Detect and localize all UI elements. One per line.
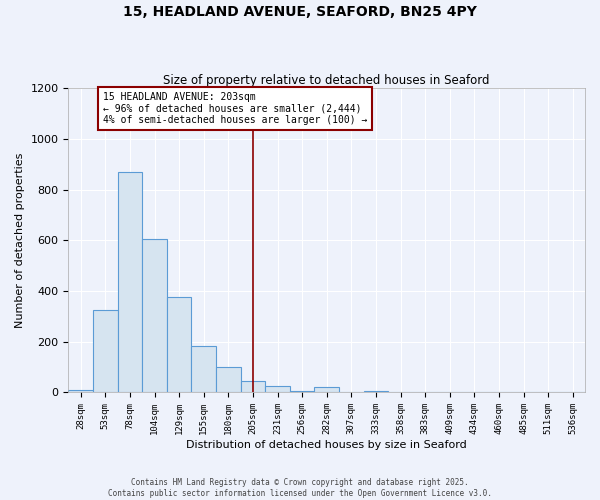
Bar: [118, 172, 142, 392]
Bar: [241, 381, 265, 392]
Bar: [290, 391, 314, 392]
Bar: [364, 391, 388, 392]
Title: Size of property relative to detached houses in Seaford: Size of property relative to detached ho…: [163, 74, 490, 87]
Bar: [93, 310, 118, 392]
Text: 15, HEADLAND AVENUE, SEAFORD, BN25 4PY: 15, HEADLAND AVENUE, SEAFORD, BN25 4PY: [123, 5, 477, 19]
Text: Contains HM Land Registry data © Crown copyright and database right 2025.
Contai: Contains HM Land Registry data © Crown c…: [108, 478, 492, 498]
Bar: [191, 346, 216, 393]
Y-axis label: Number of detached properties: Number of detached properties: [15, 152, 25, 328]
Bar: [216, 367, 241, 392]
X-axis label: Distribution of detached houses by size in Seaford: Distribution of detached houses by size …: [187, 440, 467, 450]
Bar: [167, 298, 191, 392]
Bar: [68, 390, 93, 392]
Text: 15 HEADLAND AVENUE: 203sqm
← 96% of detached houses are smaller (2,444)
4% of se: 15 HEADLAND AVENUE: 203sqm ← 96% of deta…: [103, 92, 367, 125]
Bar: [265, 386, 290, 392]
Bar: [142, 239, 167, 392]
Bar: [314, 388, 339, 392]
